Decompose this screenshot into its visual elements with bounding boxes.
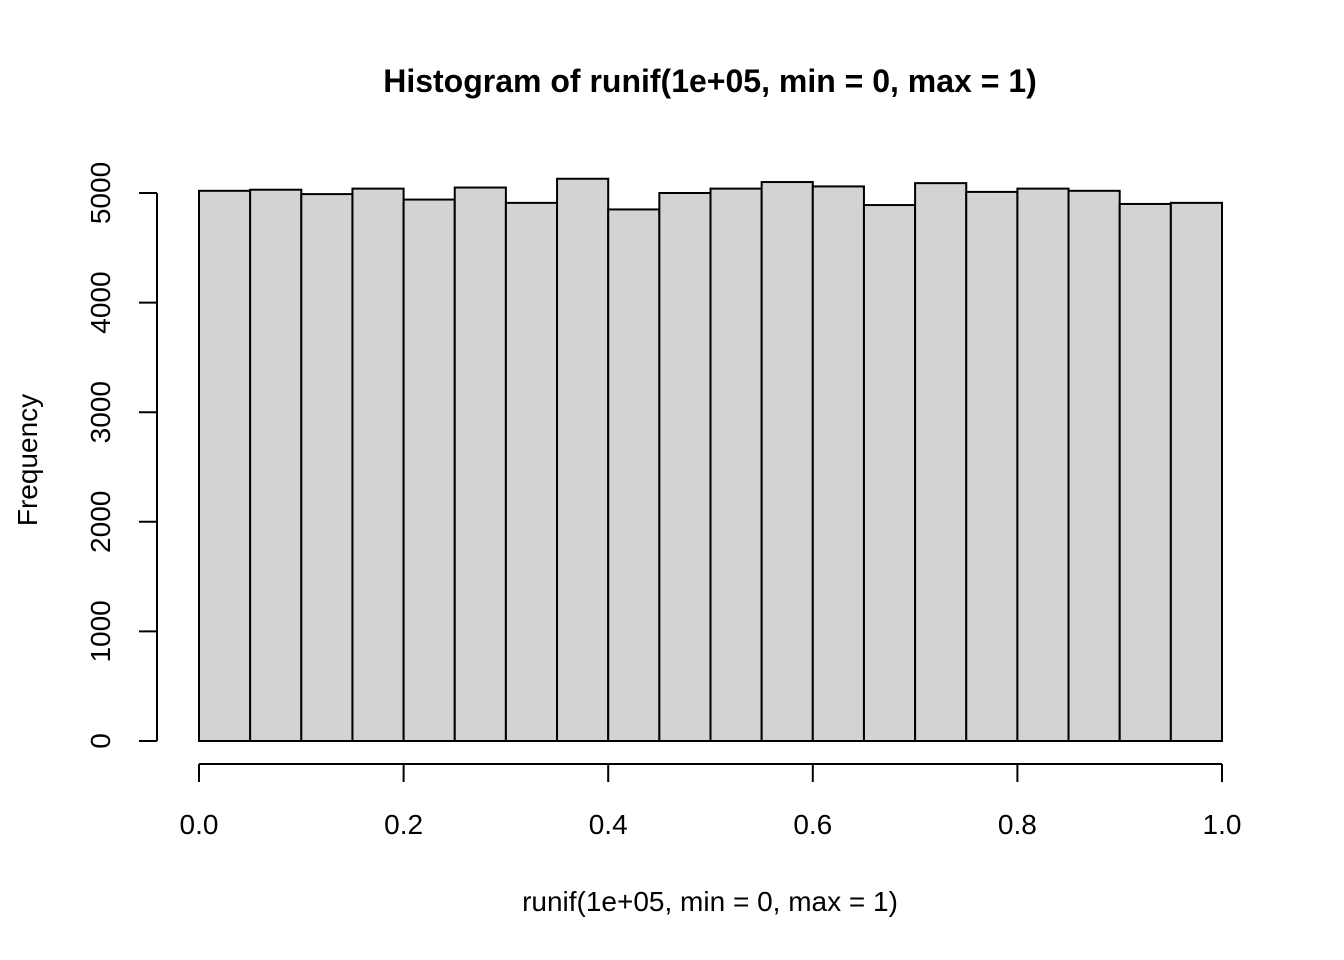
x-tick-label: 0.0 <box>180 809 219 840</box>
histogram-bar <box>658 192 712 742</box>
histogram-bar <box>965 190 1019 743</box>
x-axis-label: runif(1e+05, min = 0, max = 1) <box>522 886 898 917</box>
histogram-bar <box>709 187 763 742</box>
histogram-bar <box>607 208 661 742</box>
histogram-bar <box>914 182 968 743</box>
histogram-bar <box>198 189 252 743</box>
x-tick-label: 0.6 <box>793 809 832 840</box>
histogram-bar <box>862 204 917 742</box>
histogram-bar <box>351 187 405 742</box>
histogram-bar <box>1118 202 1172 742</box>
y-tick-label: 3000 <box>85 381 116 443</box>
y-axis-label: Frequency <box>12 394 43 526</box>
y-tick-label: 0 <box>85 733 116 749</box>
histogram-bar <box>1016 187 1070 742</box>
x-axis: 0.0 0.2 0.4 0.6 0.8 1.0 <box>180 763 1242 840</box>
histogram-bar <box>300 193 354 742</box>
histogram-bar <box>556 177 610 742</box>
histogram-bar <box>1169 201 1223 742</box>
bars-group <box>198 177 1223 743</box>
y-tick-label: 1000 <box>85 600 116 662</box>
histogram-bar <box>453 186 507 742</box>
histogram-bar <box>402 198 456 743</box>
histogram-bar <box>249 188 303 743</box>
x-tick-label: 1.0 <box>1203 809 1242 840</box>
chart-title: Histogram of runif(1e+05, min = 0, max =… <box>383 63 1037 99</box>
y-axis: 0 1000 2000 3000 4000 5000 <box>85 162 158 749</box>
histogram-bar <box>1067 189 1121 743</box>
y-tick-label: 5000 <box>85 162 116 224</box>
histogram-bar <box>504 201 559 742</box>
x-tick-label: 0.2 <box>384 809 423 840</box>
histogram-bar <box>760 181 814 743</box>
y-tick-label: 4000 <box>85 271 116 333</box>
x-tick-label: 0.4 <box>589 809 628 840</box>
x-tick-label: 0.8 <box>998 809 1037 840</box>
y-tick-label: 2000 <box>85 491 116 553</box>
histogram-bar <box>811 185 865 742</box>
